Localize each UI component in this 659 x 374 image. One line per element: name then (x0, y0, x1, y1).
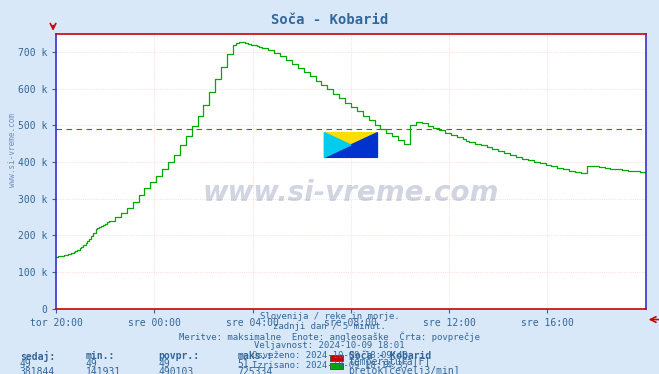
Text: sedaj:: sedaj: (20, 351, 55, 362)
Text: Soča - Kobarid: Soča - Kobarid (349, 351, 432, 361)
Text: www.si-vreme.com: www.si-vreme.com (8, 113, 17, 187)
Text: zadnji dan / 5 minut.: zadnji dan / 5 minut. (273, 322, 386, 331)
Text: www.si-vreme.com: www.si-vreme.com (203, 179, 499, 207)
Text: Meritve: maksimalne  Enote: angleosaške  Črta: povprečje: Meritve: maksimalne Enote: angleosaške Č… (179, 332, 480, 342)
Text: pretok[čevelj3/min]: pretok[čevelj3/min] (348, 365, 459, 374)
Text: 51: 51 (237, 359, 249, 369)
Text: 490103: 490103 (158, 367, 193, 374)
Polygon shape (324, 133, 351, 157)
Text: Osveženo: 2024-10-09 18:09:40: Osveženo: 2024-10-09 18:09:40 (252, 351, 407, 360)
Text: 141931: 141931 (86, 367, 121, 374)
Text: Izrisano: 2024-10-09 18:14:35: Izrisano: 2024-10-09 18:14:35 (252, 361, 407, 370)
Text: povpr.:: povpr.: (158, 351, 199, 361)
Text: temperatura[F]: temperatura[F] (348, 357, 430, 367)
Text: 725334: 725334 (237, 367, 272, 374)
Text: min.:: min.: (86, 351, 115, 361)
Text: 381844: 381844 (20, 367, 55, 374)
Text: maks.:: maks.: (237, 351, 272, 361)
Text: 49: 49 (86, 359, 98, 369)
Text: Slovenija / reke in morje.: Slovenija / reke in morje. (260, 312, 399, 321)
Text: 49: 49 (158, 359, 170, 369)
Text: Veljavnost: 2024-10-09 18:01: Veljavnost: 2024-10-09 18:01 (254, 341, 405, 350)
Text: Soča - Kobarid: Soča - Kobarid (271, 13, 388, 27)
Polygon shape (324, 133, 378, 157)
Text: 49: 49 (20, 359, 32, 369)
Polygon shape (324, 133, 378, 157)
